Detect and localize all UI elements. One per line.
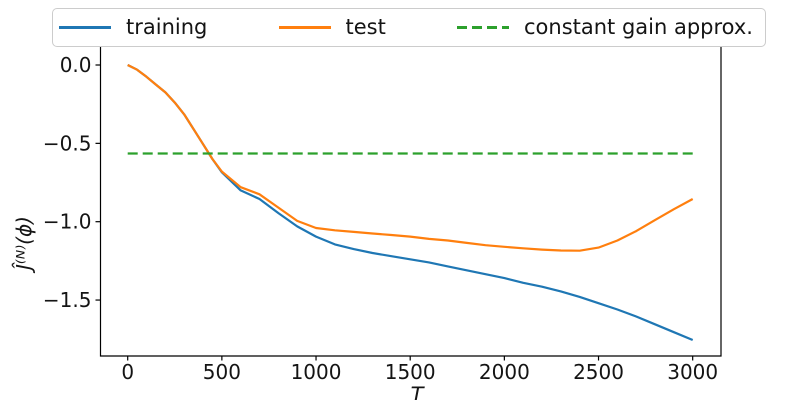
legend-label-test: test bbox=[345, 15, 386, 39]
test-line-sample bbox=[278, 26, 331, 29]
legend-item-training: training bbox=[59, 17, 207, 38]
series-line-test bbox=[127, 64, 694, 252]
legend: training test constant gain approx. bbox=[52, 8, 766, 47]
x-tick-label: 2000 bbox=[479, 360, 530, 384]
y-axis-label: Ĵ⁽ᴺ⁾(ϕ) bbox=[12, 216, 36, 270]
x-axis-label: T bbox=[410, 383, 424, 400]
plot-spines bbox=[99, 43, 722, 357]
x-tick-label: 500 bbox=[203, 360, 241, 384]
x-tick-label: 1000 bbox=[291, 360, 342, 384]
legend-label-constant-gain: constant gain approx. bbox=[523, 15, 753, 39]
y-tick-label: −1.0 bbox=[43, 210, 92, 234]
y-tick-label: −0.5 bbox=[43, 131, 92, 155]
x-tick-label: 2500 bbox=[573, 360, 624, 384]
legend-item-constant-gain: constant gain approx. bbox=[456, 15, 753, 39]
x-tick-label: 1500 bbox=[385, 360, 436, 384]
legend-label-training: training bbox=[126, 15, 208, 39]
series-line-training bbox=[127, 64, 694, 342]
constant-gain-line-sample bbox=[456, 26, 509, 29]
x-tick-label: 0 bbox=[121, 360, 134, 384]
x-tick-label: 3000 bbox=[667, 360, 718, 384]
y-tick-label: −1.5 bbox=[43, 288, 92, 312]
y-tick-label: 0.0 bbox=[60, 53, 92, 77]
training-line-sample bbox=[59, 26, 111, 29]
legend-item-test: test bbox=[278, 15, 386, 39]
